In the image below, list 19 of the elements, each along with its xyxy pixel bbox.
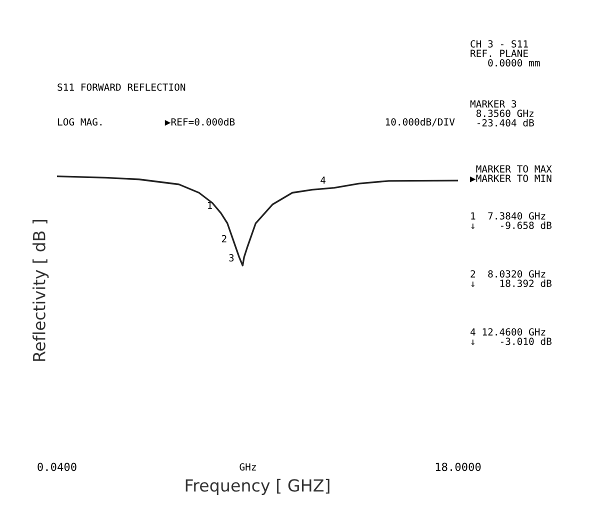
x-tick-label: 18.0000 (436, 462, 481, 472)
text: 10.000dB/DIV (386, 118, 455, 126)
text: CH 3 - S11 REF. PLANE 0.0000 mm (470, 40, 540, 66)
annotation: 4 (320, 176, 326, 184)
text: 4 12.4600 GHz ↓ -3.010 dB (470, 328, 552, 346)
text: ▶REF=0.000dB (164, 118, 235, 126)
annotation: 2 (222, 235, 226, 242)
text: 2 8.0320 GHz ↓ 18.392 dB (470, 270, 552, 288)
text: GHz (240, 463, 256, 471)
text: 1 7.3840 GHz ↓ -9.658 dB (471, 212, 552, 230)
annotation: 1 (208, 202, 212, 210)
text: MARKER TO MAX ▶MARKER TO MIN (470, 165, 552, 182)
annotation: 3 (229, 254, 234, 262)
chart-title: S11 FORWARD REFLECTION (58, 83, 186, 91)
text: LOG MAG. (58, 118, 102, 126)
text: MARKER 3 8.3560 GHz -23.404 dB (470, 100, 534, 126)
x-tick-label: 0.0400 (38, 462, 76, 472)
y-axis-title: Reflectivity [ dB ] (32, 220, 49, 361)
x-axis-title: Frequency [ GHZ] (186, 478, 330, 495)
